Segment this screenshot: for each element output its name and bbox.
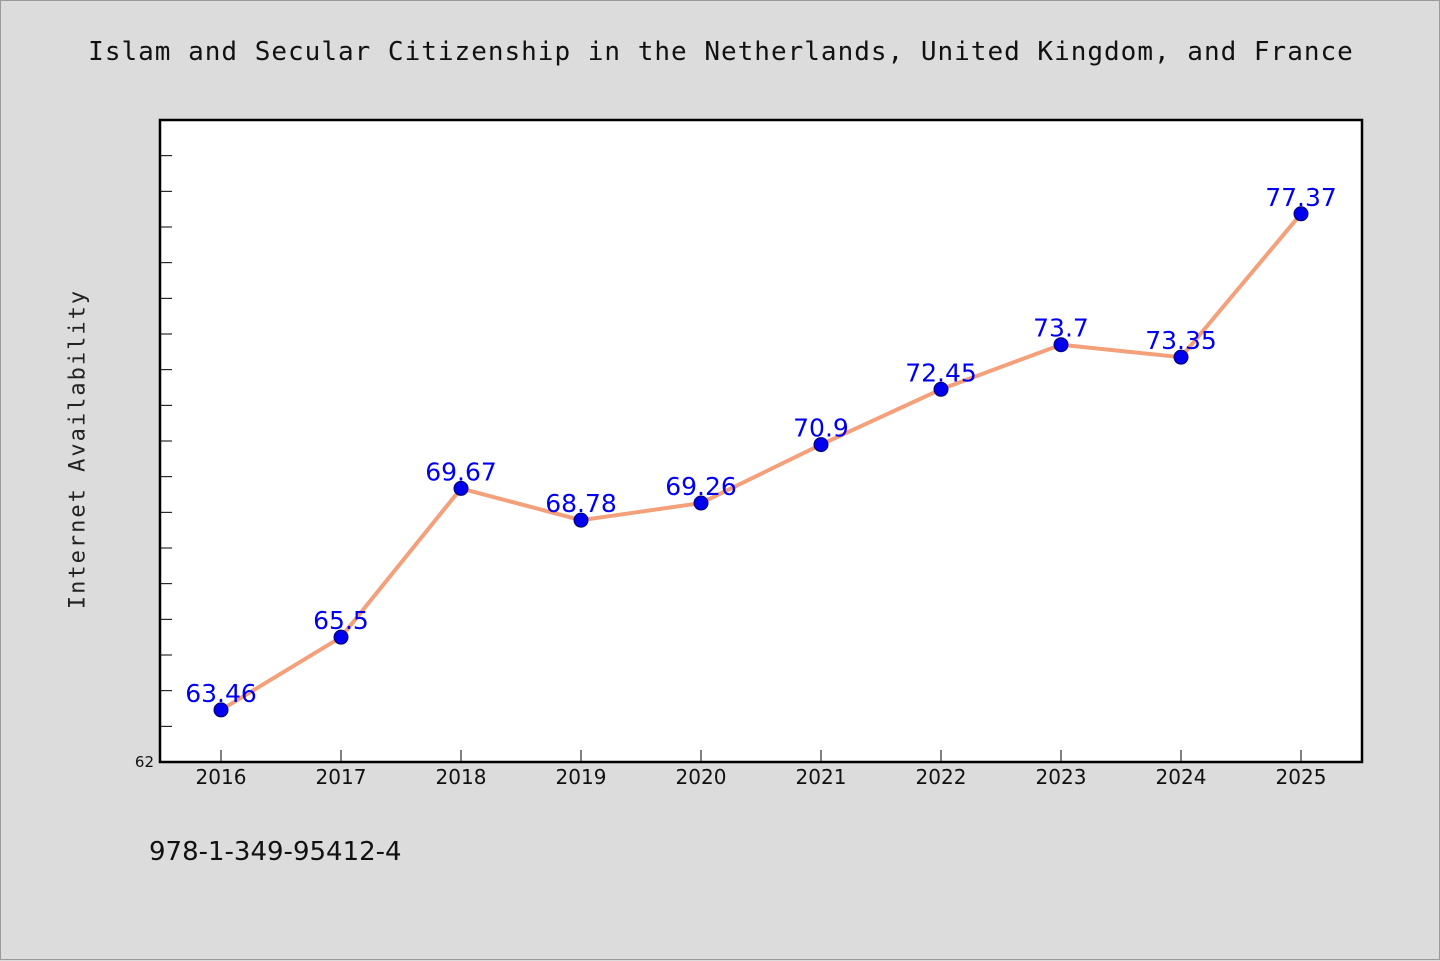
x-tick-label: 2016 (196, 765, 247, 789)
data-label: 70.9 (793, 414, 849, 443)
x-tick-label: 2025 (1276, 765, 1327, 789)
series-line (219, 212, 1303, 712)
data-point (1293, 206, 1309, 222)
y-axis-ticks (160, 155, 172, 727)
data-label: 63.46 (185, 679, 257, 708)
series-markers (213, 206, 1309, 718)
data-point (1053, 337, 1069, 353)
data-label: 73.7 (1033, 314, 1089, 343)
x-tick-label: 2022 (916, 765, 967, 789)
data-label: 73.35 (1145, 326, 1217, 355)
data-point (813, 437, 829, 453)
x-tick-label: 2021 (796, 765, 847, 789)
data-label: 72.45 (905, 358, 977, 387)
data-point (333, 629, 349, 645)
data-label: 65.5 (313, 606, 369, 635)
x-axis: 2016 2017 2018 2019 2020 2021 2022 2023 2024 2025 (196, 750, 1327, 789)
x-tick-label: 2020 (676, 765, 727, 789)
y-axis-min-label: 62 (135, 753, 154, 771)
data-labels: 63.46 65.5 69.67 68.78 69.26 70.9 72.45 73.7 73.… (185, 183, 1337, 708)
x-tick-label: 2017 (316, 765, 367, 789)
data-point (933, 381, 949, 397)
data-point (1173, 349, 1189, 365)
isbn-code: 978-1-349-95412-4 (149, 837, 402, 867)
x-tick-label: 2023 (1036, 765, 1087, 789)
x-tick-label: 2019 (556, 765, 607, 789)
data-point (573, 512, 589, 528)
data-label: 69.26 (665, 472, 737, 501)
x-tick-label: 2024 (1156, 765, 1207, 789)
plot-area (158, 118, 1364, 764)
x-tick-label: 2018 (436, 765, 487, 789)
chart-title: Islam and Secular Citizenship in the Net… (88, 37, 1354, 67)
data-point (213, 702, 229, 718)
data-label: 69.67 (425, 457, 497, 486)
data-label: 68.78 (545, 489, 617, 518)
data-point (693, 495, 709, 511)
data-label: 77.37 (1265, 183, 1337, 212)
data-point (453, 480, 469, 496)
